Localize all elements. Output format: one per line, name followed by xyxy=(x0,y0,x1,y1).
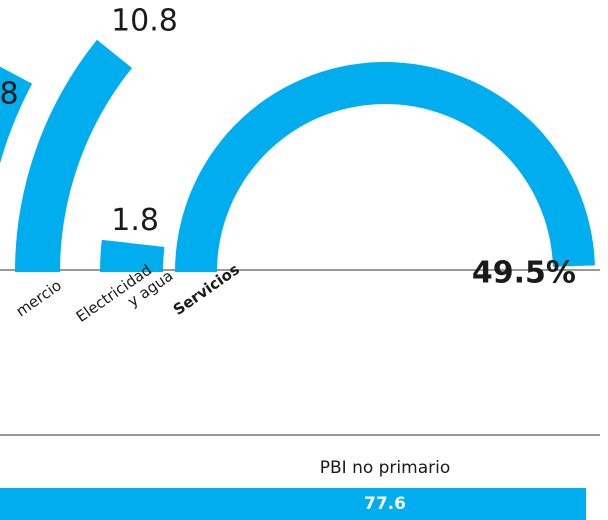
category-label: mercio xyxy=(13,276,65,320)
arc-bar xyxy=(100,239,165,272)
arc-bar xyxy=(0,66,33,164)
footer-value: 77.6 xyxy=(364,494,406,514)
value-label: 49.5% xyxy=(472,256,576,291)
arc-bar xyxy=(175,61,595,273)
footer-label: PBI no primario xyxy=(320,458,451,478)
arc-bar xyxy=(15,39,132,272)
value-label: 1.8 xyxy=(111,203,159,238)
value-label: 10.8 xyxy=(111,3,178,38)
footer-bar xyxy=(0,488,586,520)
value-label: .8 xyxy=(0,77,19,112)
